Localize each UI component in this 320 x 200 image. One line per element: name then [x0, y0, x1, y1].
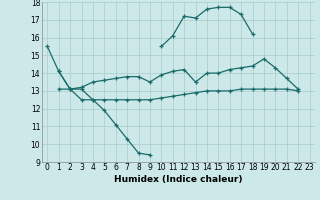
X-axis label: Humidex (Indice chaleur): Humidex (Indice chaleur)	[114, 175, 243, 184]
